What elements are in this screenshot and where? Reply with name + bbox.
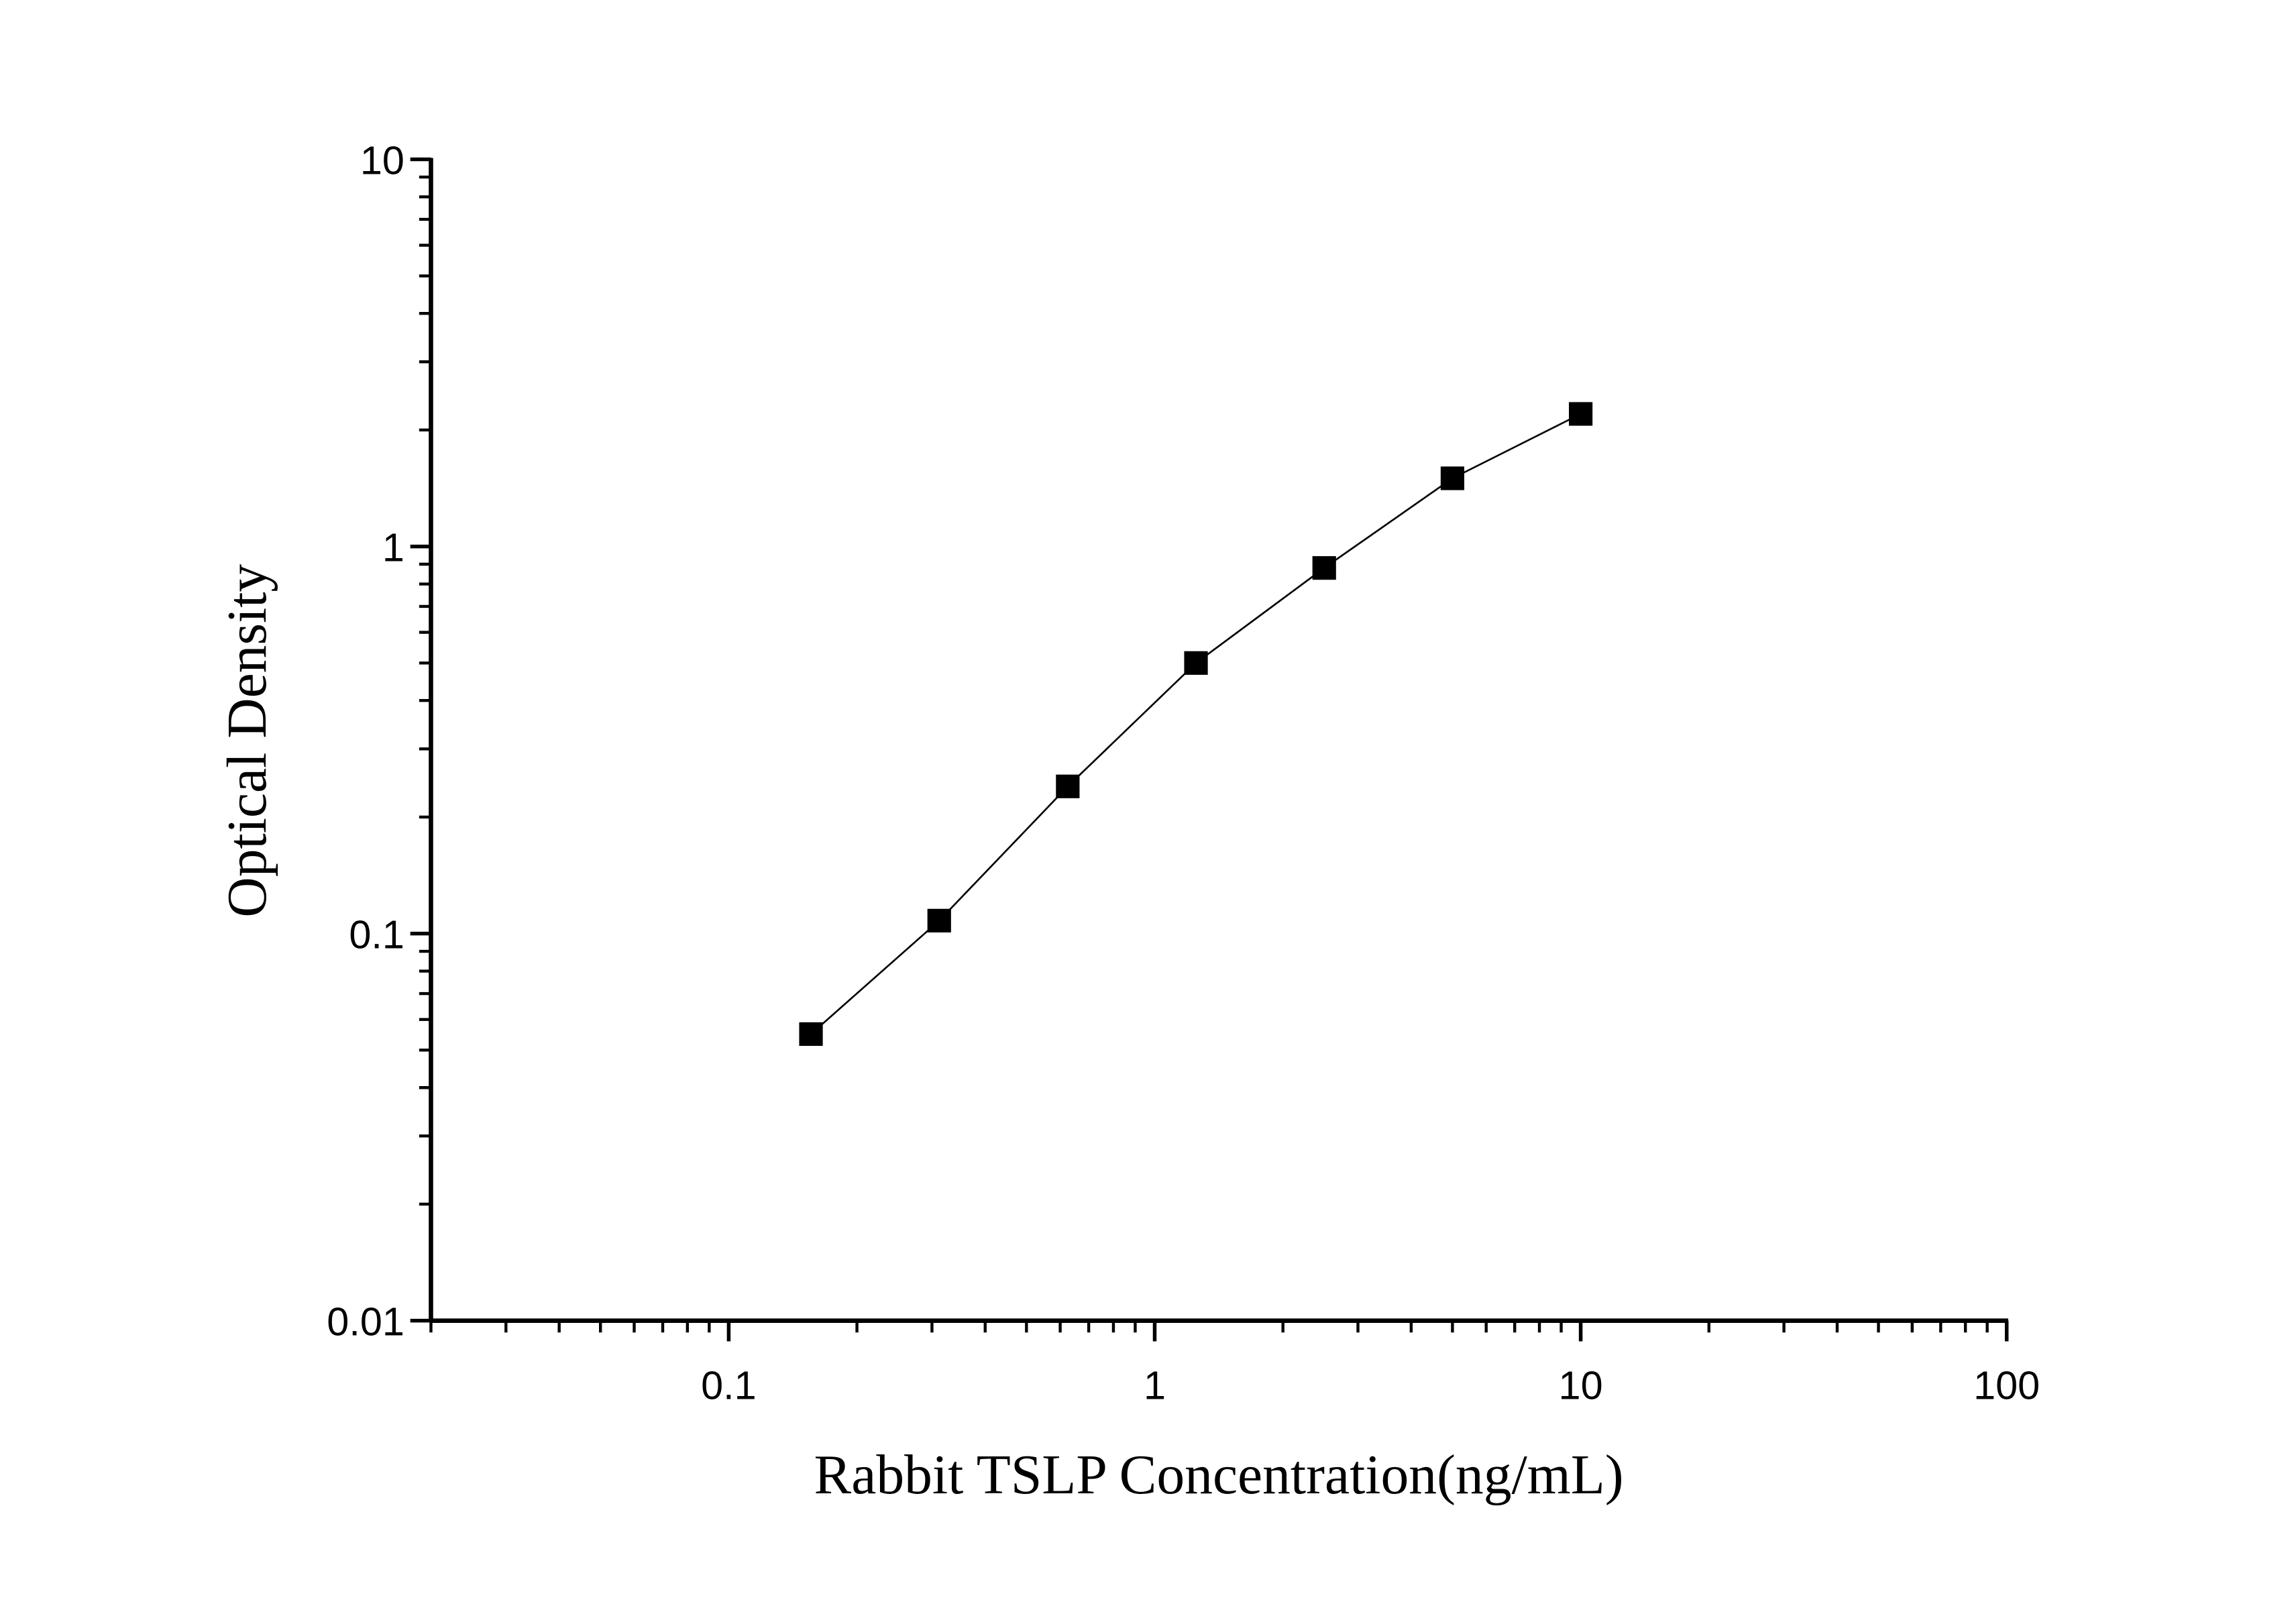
marker xyxy=(1312,556,1336,580)
y-tick-label: 0.1 xyxy=(349,912,404,957)
marker xyxy=(1056,774,1080,798)
y-tick-label: 1 xyxy=(382,525,404,570)
marker xyxy=(1568,402,1593,426)
marker xyxy=(1440,466,1465,490)
y-tick-label: 0.01 xyxy=(327,1299,404,1344)
x-tick-label: 10 xyxy=(1559,1362,1603,1407)
y-axis-title: Optical Density xyxy=(217,564,278,918)
x-tick-label: 1 xyxy=(1144,1362,1166,1407)
marker xyxy=(1184,651,1208,675)
y-tick-label: 10 xyxy=(360,138,404,183)
marker xyxy=(799,1022,823,1047)
marker xyxy=(927,908,951,932)
x-tick-label: 100 xyxy=(1973,1362,2040,1407)
x-tick-label: 0.1 xyxy=(701,1362,757,1407)
x-axis-title: Rabbit TSLP Concentration(ng/mL) xyxy=(814,1444,1624,1506)
